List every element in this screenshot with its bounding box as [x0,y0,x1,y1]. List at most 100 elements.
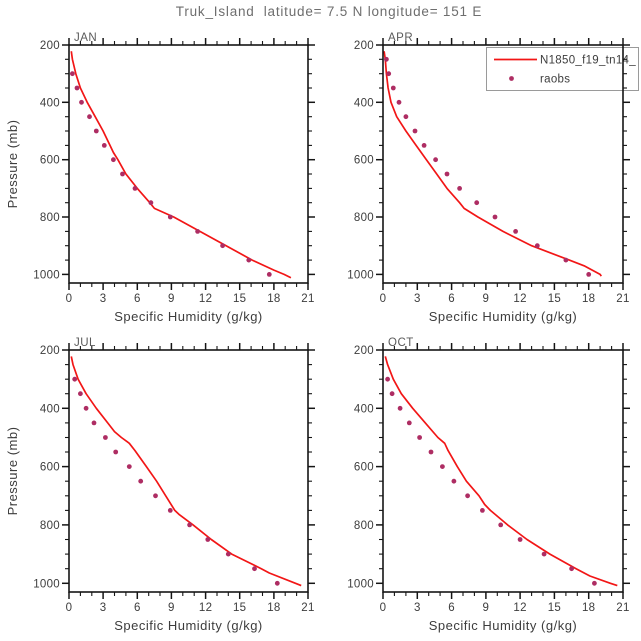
raobs-point [91,420,97,426]
raobs-point [72,376,78,382]
x-tick-label: 3 [414,293,421,305]
y-tick-label: 600 [354,155,374,167]
y-tick-label: 200 [354,345,374,357]
raobs-point [74,85,80,91]
raobs-point [101,143,107,148]
x-axis-title: Specific Humidity (g/kg) [429,309,578,324]
raobs-point [103,435,108,440]
raobs-point [120,171,125,177]
x-tick-label: 18 [267,602,280,614]
raobs-point [385,376,390,382]
raobs-point [586,272,592,277]
raobs-point [457,186,462,191]
legend-marker-sample [509,76,514,81]
x-tick-label: 9 [483,602,490,614]
panel-label: OCT [388,337,414,349]
raobs-point [225,551,231,557]
raobs-point [517,537,523,542]
plot-frame [382,349,624,593]
x-tick-label: 0 [66,602,73,614]
raobs-point [266,272,272,277]
raobs-point [79,99,84,105]
x-tick-label: 3 [100,293,107,305]
panel-oct: 0 3 6 9 12 15 18 21 200 400 600 800 1000 OCT Specific … [347,337,630,633]
raobs-point [541,551,547,557]
x-tick-label: 6 [448,293,455,305]
raobs-point [406,420,412,426]
raobs-point [153,493,158,499]
x-tick-label: 6 [134,293,141,305]
y-tick-label: 400 [354,97,374,109]
y-tick-label: 400 [40,403,60,415]
raobs-point [246,257,252,263]
x-tick-label: 6 [448,602,455,614]
raobs-point [126,464,132,469]
raobs-point [87,114,92,120]
y-tick-label: 1000 [347,269,374,281]
raobs-point [384,56,389,62]
y-axis-title: Pressure (mb) [5,427,20,516]
raobs-point [396,99,402,105]
y-tick-label: 200 [40,40,60,52]
raobs-point [167,508,173,513]
panel-jan: 0 3 6 9 12 15 18 21 200 400 600 800 1000 JAN Specific … [5,32,315,324]
x-tick-label: 15 [233,602,246,614]
x-tick-label: 0 [66,293,73,305]
y-tick-label: 600 [40,155,60,167]
legend-label-model: N1850_f19_tn14_ [540,55,636,67]
x-tick-label: 6 [134,602,141,614]
x-tick-label: 21 [616,293,629,305]
legend-box [486,47,639,91]
raobs-point [440,464,445,469]
panels-group: 0 3 6 9 12 15 18 212004006008001000JANSpecific … [5,32,639,633]
panel-apr: N1850_f19_tn14_raobs 0 3 6 9 12 15 18 21 200 400 60… [347,32,639,324]
model-line [70,356,302,587]
raobs-point [412,128,418,134]
raobs-point [83,405,89,411]
x-tick-label: 18 [582,602,595,614]
panel-label: JAN [74,32,97,44]
plot-frame [382,44,624,284]
raobs-point [187,522,193,528]
raobs-point [167,214,173,220]
legend-label-raobs: raobs [540,74,570,86]
legend: N1850_f19_tn14_raobs [486,47,639,91]
y-tick-label: 800 [354,520,374,532]
raobs-point [397,405,403,411]
x-tick-label: 12 [199,602,212,614]
raobs-point [111,157,116,163]
raobs-point [390,85,396,91]
y-tick-label: 200 [354,40,374,52]
panel-label: JUL [74,337,96,349]
raobs-point [474,200,480,206]
x-tick-label: 0 [380,293,387,305]
x-tick-label: 0 [380,602,387,614]
panel-jul: 0 3 6 9 12 15 18 21 200 400 600 800 1000 JUL Specific … [5,337,315,633]
raobs-point [274,580,280,586]
x-axis-title: Specific Humidity (g/kg) [114,309,263,324]
model-line [70,51,292,279]
x-tick-label: 18 [267,293,280,305]
raobs-point [451,478,457,484]
plot-frame [68,44,309,284]
x-axis-title: Specific Humidity (g/kg) [114,618,263,633]
x-tick-label: 18 [582,293,595,305]
y-axis-title: Pressure (mb) [5,120,20,209]
x-tick-label: 15 [548,602,561,614]
raobs-point [78,391,83,397]
raobs-point [563,257,569,263]
legend-items: N1850_f19_tn14_raobs [494,55,636,86]
model-line [384,356,618,587]
figure-title: Truk_Island latitude= 7.5 N longitude= 1… [176,4,482,19]
x-tick-label: 21 [301,293,314,305]
raobs-point [113,449,119,455]
x-tick-label: 12 [199,293,212,305]
y-tick-label: 1000 [347,578,374,590]
y-tick-label: 1000 [33,578,60,590]
y-tick-label: 600 [354,462,374,474]
raobs-point [148,200,154,206]
y-tick-label: 800 [40,520,60,532]
raobs-point [220,243,226,249]
raobs-point [592,580,597,586]
